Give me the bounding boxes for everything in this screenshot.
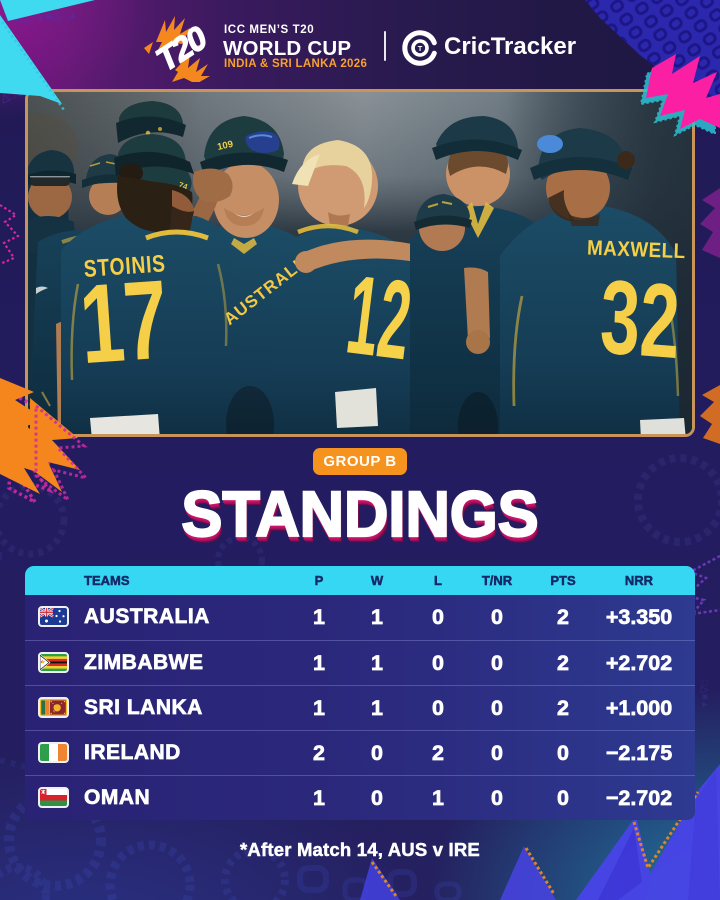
svg-text:74: 74 [177,180,189,191]
svg-text:109: 109 [216,139,234,153]
svg-text:32: 32 [598,259,681,382]
svg-text:△□▲■: △□▲■ [0,530,3,561]
svg-text:12: 12 [341,251,418,383]
svg-text:MAXWELL: MAXWELL [587,237,686,264]
svg-text:17: 17 [76,257,172,388]
svg-text:T: T [418,44,423,53]
svg-text:□△■▲: □△■▲ [699,680,710,710]
svg-text:STOINIS: STOINIS [83,249,167,282]
